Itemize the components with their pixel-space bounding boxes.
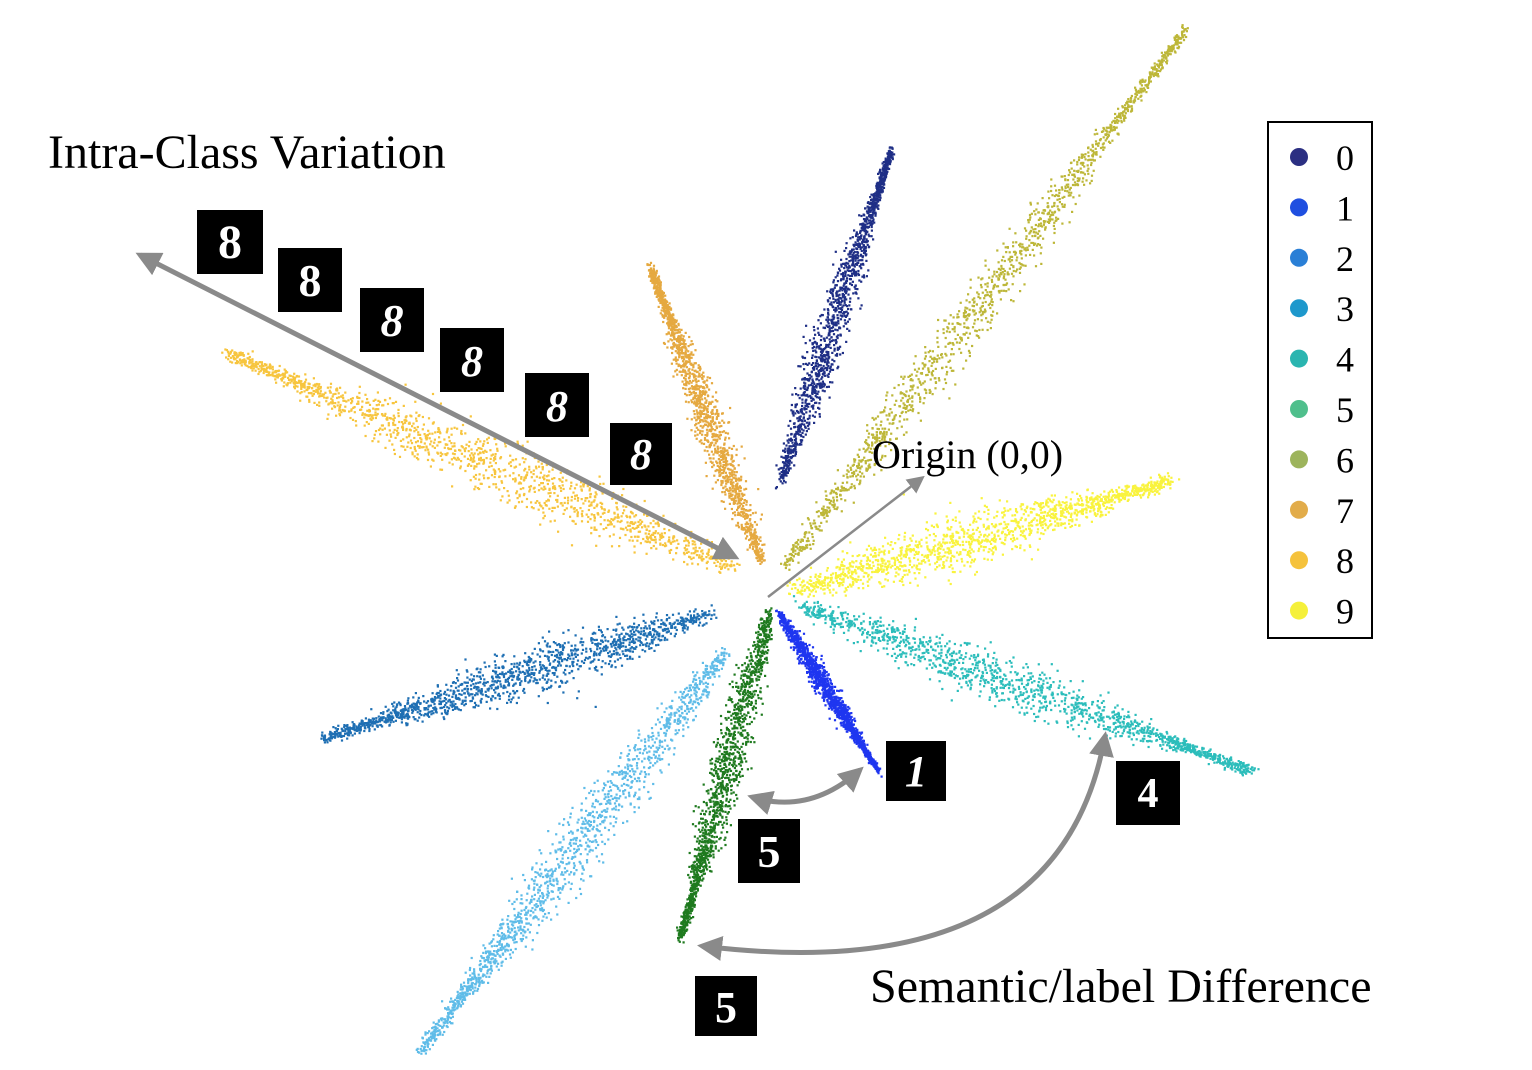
thumb-8-d: 8 — [440, 328, 504, 392]
cluster-4 — [792, 595, 1260, 777]
legend-marker — [1290, 500, 1308, 519]
thumb-digit: 1 — [905, 747, 927, 796]
legend-item-9: 9 — [1290, 592, 1354, 632]
legend-label: 5 — [1336, 390, 1354, 430]
thumb-digit: 8 — [461, 337, 483, 386]
cluster-6 — [780, 24, 1189, 571]
legend-item-7: 7 — [1290, 491, 1354, 531]
legend-label: 9 — [1336, 592, 1354, 632]
legend-label: 0 — [1336, 138, 1354, 178]
thumb-5-b: 5 — [695, 976, 757, 1036]
legend-item-1: 1 — [1290, 188, 1354, 228]
thumb-digit: 5 — [758, 826, 781, 877]
difference-arrow-large — [697, 731, 1114, 961]
legend-marker — [1290, 248, 1308, 267]
legend-item-4: 4 — [1290, 340, 1354, 380]
thumb-digit: 8 — [630, 430, 652, 479]
cluster-2 — [320, 604, 718, 744]
origin-label: Origin (0,0) — [872, 432, 1063, 477]
legend-marker — [1290, 148, 1308, 166]
legend-label: 6 — [1336, 440, 1354, 480]
difference-arrow-small — [747, 766, 864, 815]
legend-item-2: 2 — [1290, 239, 1354, 279]
thumb-1: 1 — [886, 741, 946, 801]
legend-item-0: 0 — [1290, 138, 1354, 178]
legend-item-5: 5 — [1290, 390, 1354, 430]
thumb-8-e: 8 — [525, 373, 589, 437]
thumb-8-a: 8 — [197, 210, 263, 274]
digit-thumbnails: 8 8 8 8 8 8 1 4 — [197, 210, 1180, 1036]
legend-marker — [1290, 299, 1308, 318]
thumb-4: 4 — [1116, 761, 1180, 825]
legend-item-6: 6 — [1290, 440, 1354, 480]
thumb-8-f: 8 — [610, 423, 672, 485]
semantic-difference-label: Semantic/label Difference — [870, 960, 1372, 1013]
legend-label: 2 — [1336, 239, 1354, 279]
intra-class-label: Intra-Class Variation — [48, 126, 446, 179]
legend-marker — [1290, 400, 1308, 418]
cluster-0 — [774, 146, 896, 490]
legend-label: 3 — [1336, 289, 1354, 329]
thumb-5-a: 5 — [738, 819, 800, 883]
legend-label: 4 — [1336, 340, 1354, 380]
legend-marker — [1290, 198, 1308, 217]
intra-class-arrow — [135, 252, 740, 560]
thumb-digit: 8 — [218, 216, 242, 269]
legend-item-8: 8 — [1290, 541, 1354, 581]
thumb-digit: 8 — [299, 255, 322, 306]
legend-marker — [1290, 349, 1308, 368]
legend-marker — [1290, 601, 1308, 620]
thumb-digit: 4 — [1138, 771, 1159, 817]
thumb-8-c: 8 — [360, 288, 424, 352]
cluster-9 — [786, 472, 1181, 598]
legend-label: 1 — [1336, 188, 1354, 228]
thumb-digit: 8 — [381, 295, 404, 346]
cluster-3 — [415, 647, 731, 1055]
legend-box — [1267, 121, 1373, 639]
legend-label: 7 — [1336, 491, 1354, 531]
origin-arrow — [767, 475, 925, 598]
thumb-digit: 5 — [715, 983, 737, 1032]
annotation-arrows — [135, 252, 1114, 961]
legend-marker — [1290, 450, 1308, 469]
thumb-digit: 8 — [546, 382, 568, 431]
legend-item-3: 3 — [1290, 289, 1354, 329]
legend-label: 8 — [1336, 541, 1354, 581]
legend-marker — [1290, 551, 1308, 570]
legend: 0 1 2 3 4 5 6 7 8 9 — [1267, 121, 1373, 639]
thumb-8-b: 8 — [278, 248, 342, 312]
